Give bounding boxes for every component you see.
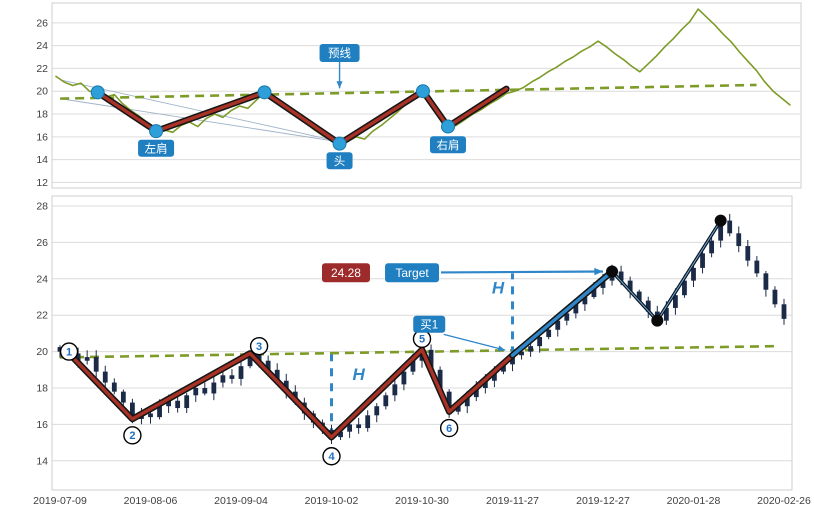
breakout-segment: [509, 268, 616, 359]
date-axis: 2019-07-09 2019-08-06 2019-09-04 2019-10-02…: [33, 495, 811, 507]
svg-text:20: 20: [36, 346, 48, 358]
pattern-label-2[interactable]: 右肩: [429, 136, 466, 154]
svg-text:2020-02-26: 2020-02-26: [757, 495, 811, 507]
svg-text:头: 头: [334, 155, 346, 168]
svg-text:H: H: [353, 365, 366, 384]
svg-text:Target: Target: [395, 266, 429, 280]
top-neckline: [60, 83, 757, 100]
target-price-label[interactable]: 24.28: [321, 263, 370, 283]
pattern-label-1[interactable]: 头: [326, 152, 353, 170]
svg-text:16: 16: [36, 419, 48, 431]
svg-text:H: H: [492, 278, 505, 297]
svg-text:18: 18: [36, 109, 48, 121]
svg-text:26: 26: [36, 237, 48, 249]
bottom-plot-border: [51, 195, 793, 491]
pivot-circle-2[interactable]: 2: [123, 426, 142, 445]
target-arrow: [440, 267, 604, 276]
buy-signal-label[interactable]: 买1: [413, 315, 446, 333]
buy-arrow: [443, 333, 506, 352]
pivot-circle-5[interactable]: 5: [412, 329, 432, 349]
top-plot-border: [51, 2, 802, 189]
swing-dots: [606, 214, 727, 327]
svg-text:2019-11-27: 2019-11-27: [486, 495, 539, 507]
svg-text:左肩: 左肩: [145, 141, 168, 155]
svg-text:24.28: 24.28: [331, 266, 361, 280]
svg-text:买1: 买1: [420, 318, 438, 331]
svg-text:14: 14: [36, 154, 48, 166]
neckline-label[interactable]: 预线: [319, 44, 360, 63]
svg-text:6: 6: [446, 423, 452, 435]
svg-text:2019-12-27: 2019-12-27: [576, 495, 630, 507]
svg-text:5: 5: [419, 334, 425, 346]
svg-text:14: 14: [36, 455, 48, 467]
pivot-circle-1[interactable]: 1: [59, 342, 79, 361]
top-gridlines: 12 14 16 18 20 22 24 26: [36, 17, 800, 189]
svg-text:2020-01-28: 2020-01-28: [667, 495, 721, 507]
pivot-circle-3[interactable]: 3: [249, 336, 269, 356]
pattern-label-0[interactable]: 左肩: [138, 139, 175, 157]
height-labels: HH: [353, 278, 505, 383]
svg-text:26: 26: [36, 17, 48, 29]
svg-text:2019-10-30: 2019-10-30: [395, 495, 449, 507]
height-measure-lines: [330, 273, 514, 437]
target-label[interactable]: Target: [385, 263, 440, 283]
svg-text:2019-08-06: 2019-08-06: [124, 495, 178, 507]
svg-text:2019-09-04: 2019-09-04: [214, 495, 268, 507]
post-breakout-line: [610, 218, 723, 323]
neckline-arrow: [336, 62, 343, 89]
svg-text:4: 4: [328, 451, 335, 463]
svg-text:28: 28: [36, 201, 48, 213]
svg-text:预线: 预线: [328, 46, 351, 60]
svg-text:2019-10-02: 2019-10-02: [305, 495, 359, 507]
svg-text:3: 3: [256, 341, 262, 353]
svg-text:2019-07-09: 2019-07-09: [33, 495, 87, 507]
bottom-pattern-zigzag: [65, 346, 516, 441]
svg-text:24: 24: [36, 273, 48, 285]
numbered-pivots: 1 2 3 4 5 6: [59, 329, 459, 466]
svg-text:右肩: 右肩: [436, 138, 459, 152]
svg-text:24: 24: [36, 40, 48, 52]
svg-text:20: 20: [36, 86, 48, 98]
wedge-trendlines: [60, 79, 344, 143]
line-chart-panel: 12 14 16 18 20 22 24 26 左肩头 右肩 预线: [36, 2, 802, 189]
svg-text:22: 22: [36, 63, 48, 75]
svg-text:22: 22: [36, 310, 48, 322]
svg-text:12: 12: [36, 177, 48, 189]
svg-text:18: 18: [36, 383, 48, 395]
svg-text:16: 16: [36, 131, 48, 143]
pivot-circle-6[interactable]: 6: [439, 418, 459, 438]
svg-text:1: 1: [66, 346, 72, 358]
pivot-dots: [90, 84, 455, 151]
pivot-circle-4[interactable]: 4: [322, 447, 341, 466]
svg-text:2: 2: [129, 430, 135, 442]
